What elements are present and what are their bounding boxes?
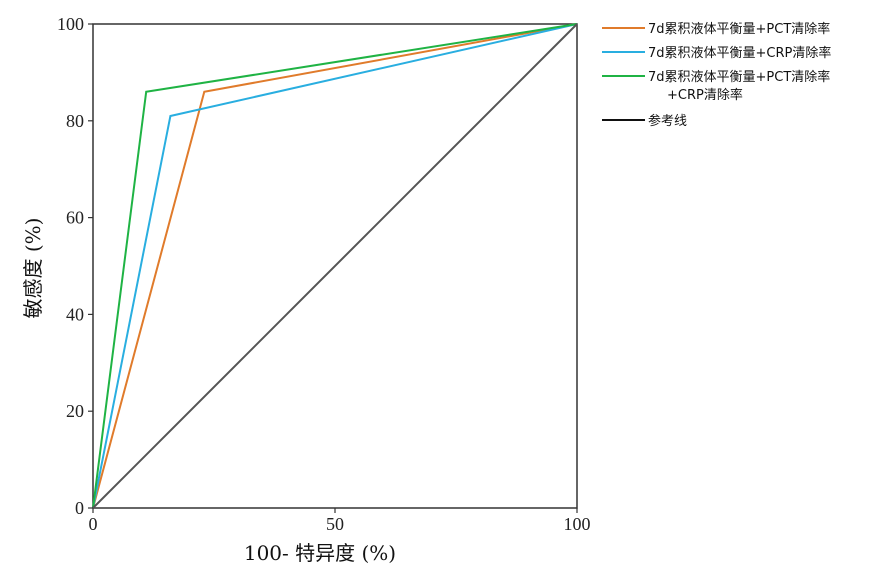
series-line-2 <box>92 23 578 509</box>
y-tick-label: 60 <box>66 208 84 228</box>
x-axis-title: 100- 特异度 (%) <box>244 541 396 565</box>
y-tick-label: 100 <box>57 14 84 34</box>
legend-label-4: 参考线 <box>648 113 687 129</box>
x-tick-label: 0 <box>89 514 98 534</box>
x-tick-label: 50 <box>326 514 344 534</box>
legend-label-2: 7d累积液体平衡量+CRP清除率 <box>648 45 831 61</box>
legend: 7d累积液体平衡量+PCT清除率 7d累积液体平衡量+CRP清除率 7d累积液体平衡… <box>602 21 831 129</box>
legend-label-3: +CRP清除率 <box>667 87 743 103</box>
y-tick-label: 80 <box>66 111 84 131</box>
series-line-3 <box>92 23 578 509</box>
legend-label-3: 7d累积液体平衡量+PCT清除率 <box>648 69 830 85</box>
x-tick-label: 100 <box>564 514 591 534</box>
series-line-1 <box>92 23 578 509</box>
series-line-4 <box>92 23 578 509</box>
series-layer <box>92 23 578 509</box>
legend-label-1: 7d累积液体平衡量+PCT清除率 <box>648 21 830 37</box>
y-tick-label: 40 <box>66 304 84 324</box>
y-axis-title: 敏感度 (%) <box>21 218 45 319</box>
axes-layer: 0 50 100 0 20 40 60 80 100 <box>57 14 591 534</box>
y-tick-label: 20 <box>66 401 84 421</box>
y-tick-label: 0 <box>75 498 84 518</box>
